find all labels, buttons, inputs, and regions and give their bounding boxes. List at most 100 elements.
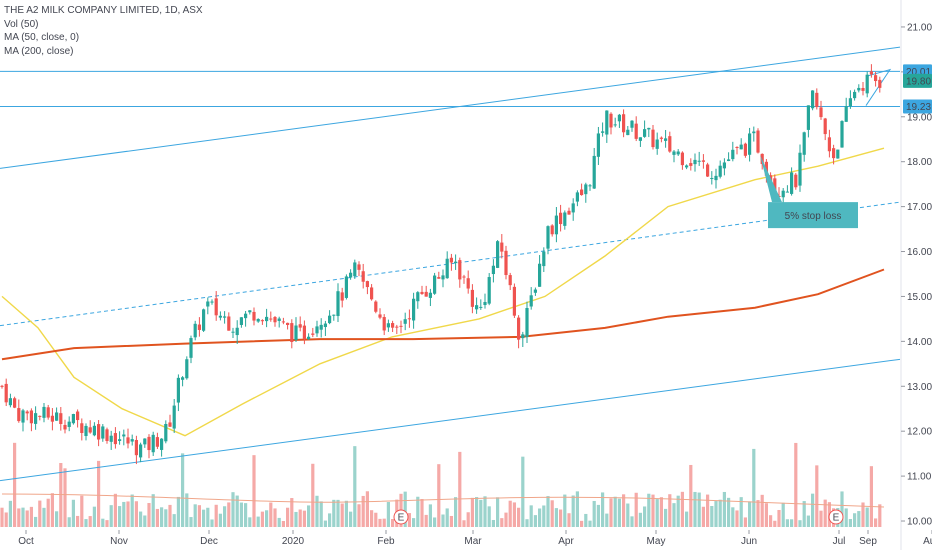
candle-body [802,132,806,155]
candle-body [748,133,752,155]
ma50-line [1,147,885,437]
candle-body [449,257,453,263]
price-badge-label: 19.23 [906,102,931,113]
candle-body [13,398,17,408]
volume-bar [0,507,4,527]
volume-bar [647,493,651,527]
volume-bar [752,448,756,527]
candle-body [382,317,386,331]
candle-body [210,301,214,303]
volume-bar [248,517,252,527]
volume-bar [130,494,134,527]
legend-ma50[interactable]: MA (50, close, 0) [4,32,80,43]
legend-volume[interactable]: Vol (50) [4,18,39,30]
volume-bar [454,497,458,527]
volume-bar [491,519,495,527]
candle-body [571,203,575,213]
legend-ma200[interactable]: MA (200, close) [4,45,74,57]
volume-bar [542,505,546,527]
volume-bar [344,500,348,527]
trend-lines[interactable] [0,46,901,482]
x-tick-label: Mar [464,536,482,547]
legend-title[interactable]: THE A2 MILK COMPANY LIMITED, 1D, ASX [4,5,203,16]
candle-body [718,165,722,177]
candle-body [378,314,382,318]
volume-bar [332,499,336,527]
candle-body [59,413,63,425]
candle-body [122,434,126,437]
volume-bar [802,501,806,527]
volume-bar [777,509,781,527]
volume-bar [857,511,861,527]
stop-loss-annotation[interactable]: 5% stop loss [760,154,858,229]
wedge-pattern [865,68,892,106]
candle-body [202,309,206,331]
candle-body [386,323,390,328]
candle-body [668,136,672,152]
volume-bar [336,499,340,527]
volume-bar [815,465,819,527]
candle-body [533,289,537,293]
candle-body [8,398,12,406]
candle-body [307,336,311,340]
candle-body [811,90,815,109]
candle-body [605,110,609,135]
candle-body [181,377,185,380]
x-tick-label: Sep [859,536,877,547]
x-tick-label: Jun [741,536,757,547]
candle-body [113,433,117,445]
candle-body [475,305,479,310]
volume-bar [160,507,164,527]
volume-bar [769,515,773,527]
candle-body [63,424,67,430]
volume-bar [550,500,554,527]
volume-bar [88,516,92,527]
time-axis[interactable]: Oct Nov Dec 2020 Feb Mar Apr May Jun Jul Aug Sep [18,530,932,547]
volume-bar [475,497,479,527]
candle-body [529,295,533,307]
volume-bar [668,494,672,527]
volume-bar [592,500,596,527]
volume-bar [571,495,575,527]
volume-bar [676,495,680,527]
price-badge[interactable]: 19.80 [903,73,932,88]
candle-body [697,160,701,162]
candle-body [46,407,50,418]
candle-body [496,241,500,268]
candle-body [689,163,693,166]
volume-bar [672,503,676,527]
volume-bar [424,514,428,527]
volume-bar [659,497,663,527]
candles [0,64,882,465]
volume-bar [580,520,584,527]
volume-bar [252,455,256,527]
candle-body [848,98,852,107]
volume-bar [638,512,642,527]
volume-bar [554,508,558,527]
candle-body [874,75,878,82]
price-badge[interactable]: 19.23 [903,99,932,114]
volume-bar [25,510,29,527]
candle-body [176,377,180,403]
volume-bar [361,495,365,527]
candle-body [596,133,600,157]
earnings-marker [393,509,409,525]
price-axis[interactable]: 21.0020.0019.0018.0017.0016.0015.0014.00… [900,0,932,550]
volume-bar [466,512,470,527]
volume-bar [349,511,353,527]
candle-body [185,359,189,379]
candle-body [223,316,227,318]
candle-body [781,190,785,198]
candle-body [773,178,777,193]
candle-body [244,313,248,319]
candle-body [84,425,88,437]
candle-body [756,130,760,153]
candle-body [126,437,130,444]
volume-bar [508,500,512,527]
earnings-marker-label: E [398,513,405,524]
volume-bar [176,496,180,527]
candle-body [643,129,647,137]
trend-line [0,201,901,327]
